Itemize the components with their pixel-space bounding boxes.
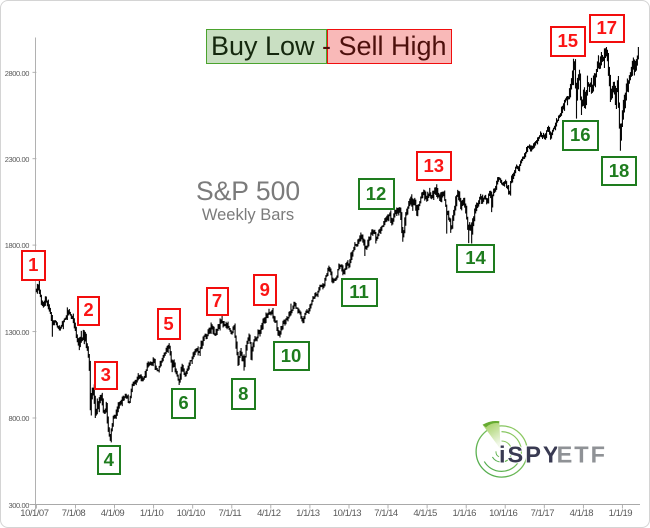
svg-text:iSPYETF: iSPYETF bbox=[499, 441, 607, 467]
